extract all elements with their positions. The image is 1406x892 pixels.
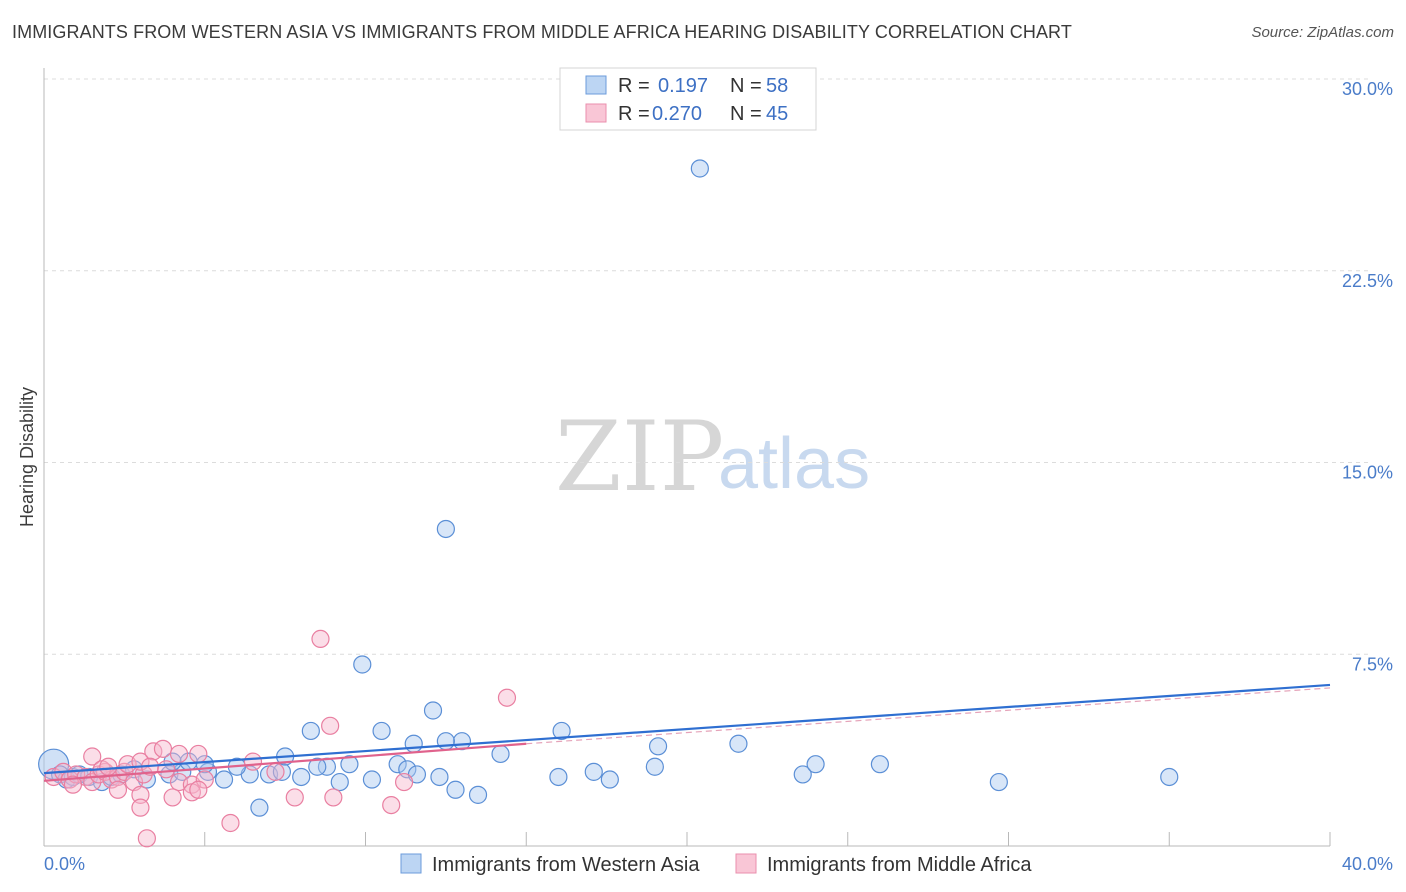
legend-n-value-blue: 58 [766,75,788,97]
blue-point-34 [468,785,488,804]
blue-point-35 [491,744,510,764]
y-tick-label-2: 22.5% [1342,271,1393,291]
pink-point-29 [108,780,128,799]
pink-point-33 [131,798,150,817]
pink-point-42 [137,829,156,848]
legend-swatch-pink [585,103,607,123]
blue-point-51 [301,721,320,741]
pink-point-22 [99,757,118,776]
pink-point-31 [163,788,182,807]
blue-point-44 [870,755,890,774]
pink-point-34 [285,788,304,807]
blue-point-32 [430,767,449,787]
blue-point-37 [584,762,603,781]
trend-line-western-asia [43,683,1331,775]
pink-point-37 [394,772,414,792]
blue-point-40 [648,737,668,756]
legend-n-label-pink: N = [730,103,762,125]
blue-point-53 [423,701,443,720]
bottom-legend-swatch-pink [735,853,757,874]
blue-point-38 [600,770,619,789]
pink-point-18 [153,739,173,758]
bottom-legend: Immigrants from Western Asia Immigrants … [400,853,1032,876]
blue-point-33 [446,780,465,799]
y-tick-labels: 7.5% 15.0% 22.5% 30.0% [1342,79,1393,674]
pink-point-43 [189,780,208,799]
blue-point-43 [806,755,825,774]
bottom-legend-swatch-blue [400,853,422,874]
blue-point-27 [308,757,327,776]
pink-point-28 [266,762,285,781]
blue-point-54 [353,655,372,674]
blue-point-36 [549,767,568,787]
pink-point-39 [497,688,517,707]
pink-point-41 [221,813,240,833]
pink-point-26 [195,770,214,789]
legend-r-value-blue: 0.197 [658,75,708,97]
blue-point-46 [1160,767,1179,787]
legend-n-value-pink: 45 [766,103,788,125]
legend-r-label-blue: R = [618,75,650,97]
blue-point-45 [989,772,1008,792]
legend-r-value-pink: 0.270 [652,103,702,125]
blue-point-55 [436,519,455,539]
pink-point-30 [131,785,150,804]
blue-point-52 [552,721,571,741]
legend-n-label-blue: N = [730,75,762,97]
y-tick-label-3: 30.0% [1342,79,1393,99]
blue-point-49 [436,732,455,751]
y-tick-label-0: 7.5% [1352,654,1393,674]
trend-lines [43,683,1331,782]
pink-point-20 [189,744,208,764]
blue-point-21 [362,770,382,789]
blue-point-39 [645,757,664,776]
trend-line-middle-africa-extension [526,687,1331,745]
legend-swatch-blue [585,75,607,95]
blue-point-57 [250,798,269,817]
watermark-atlas: atlas [718,424,870,504]
pink-point-38 [321,716,340,735]
pink-point-19 [169,744,189,764]
x-tick-label-1: 40.0% [1342,854,1393,874]
blue-point-18 [292,767,311,787]
blue-point-14 [214,770,234,789]
blue-point-41 [729,734,748,753]
pink-point-40 [311,629,330,649]
bottom-legend-label-pink: Immigrants from Middle Africa [767,854,1032,876]
y-axis-label: Hearing Disability [17,387,37,527]
pink-point-35 [324,788,343,807]
blue-point-56 [690,159,709,178]
trend-line-middle-africa [43,742,527,782]
blue-point-47 [372,721,391,741]
chart-source: Source: ZipAtlas.com [1251,24,1394,41]
pink-point-36 [382,795,401,815]
x-tick-label-0: 0.0% [44,854,85,874]
x-axis-ticks [43,832,1331,846]
y-tick-label-1: 15.0% [1342,463,1393,483]
blue-point-50 [404,734,423,753]
legend-r-label-pink: R = [618,103,650,125]
watermark-zip: ZIP [555,401,724,513]
blue-point-20 [330,772,349,792]
blue-point-42 [793,765,812,784]
pink-point-44 [63,775,83,794]
pink-point-13 [83,747,102,766]
top-legend: R = 0.197 N = 58 R = 0.270 N = 45 [559,67,817,131]
blue-point-29 [388,755,407,774]
pink-point-27 [243,752,263,771]
chart-title: IMMIGRANTS FROM WESTERN ASIA VS IMMIGRAN… [12,22,1072,42]
bottom-legend-label-blue: Immigrants from Western Asia [432,854,700,876]
blue-point-28 [340,755,359,774]
